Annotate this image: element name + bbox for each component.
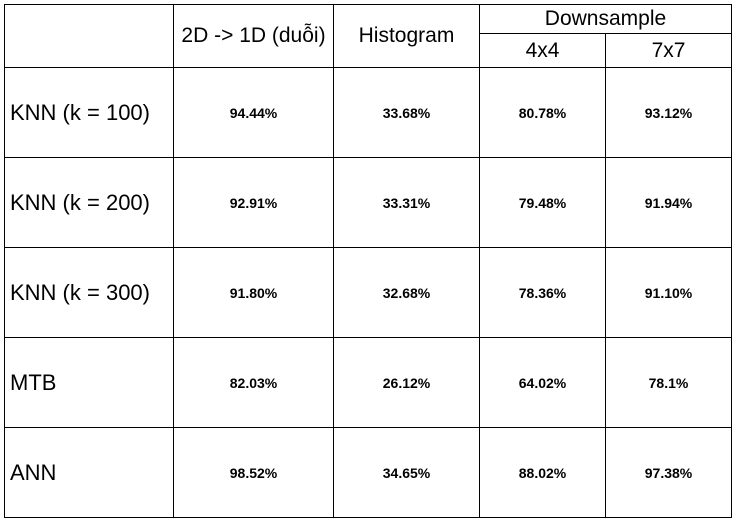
cell-flat: 98.52% <box>173 427 334 518</box>
cell-flat: 91.80% <box>173 247 334 338</box>
row-label: KNN (k = 300) <box>4 247 174 338</box>
header-downsample: Downsample <box>479 4 732 34</box>
cell-flat: 92.91% <box>173 157 334 248</box>
header-4x4: 4x4 <box>479 33 606 68</box>
table-row: KNN (k = 100) 94.44% 33.68% 80.78% 93.12… <box>4 67 732 158</box>
cell-downsample-7x7: 93.12% <box>605 67 732 158</box>
cell-downsample-4x4: 88.02% <box>479 427 606 518</box>
results-table: 2D -> 1D (duỗi) Histogram Downsample 4x4… <box>4 4 732 518</box>
cell-downsample-7x7: 97.38% <box>605 427 732 518</box>
cell-downsample-4x4: 79.48% <box>479 157 606 248</box>
cell-downsample-4x4: 80.78% <box>479 67 606 158</box>
row-label: MTB <box>4 337 174 428</box>
cell-downsample-7x7: 91.94% <box>605 157 732 248</box>
header-row: 2D -> 1D (duỗi) Histogram Downsample <box>4 4 732 68</box>
table-row: KNN (k = 200) 92.91% 33.31% 79.48% 91.94… <box>4 157 732 248</box>
row-label: KNN (k = 100) <box>4 67 174 158</box>
row-label: ANN <box>4 427 174 518</box>
table-row: MTB 82.03% 26.12% 64.02% 78.1% <box>4 337 732 428</box>
header-histogram: Histogram <box>333 4 480 68</box>
subheader-row: 4x4 7x7 <box>5 33 732 68</box>
table-row: KNN (k = 300) 91.80% 32.68% 78.36% 91.10… <box>4 247 732 338</box>
cell-flat: 82.03% <box>173 337 334 428</box>
cell-downsample-7x7: 91.10% <box>605 247 732 338</box>
header-7x7: 7x7 <box>605 33 732 68</box>
cell-downsample-7x7: 78.1% <box>605 337 732 428</box>
header-corner-cell <box>4 4 174 68</box>
cell-histogram: 26.12% <box>333 337 480 428</box>
cell-downsample-4x4: 64.02% <box>479 337 606 428</box>
cell-downsample-4x4: 78.36% <box>479 247 606 338</box>
cell-histogram: 33.68% <box>333 67 480 158</box>
cell-flat: 94.44% <box>173 67 334 158</box>
row-label: KNN (k = 200) <box>4 157 174 248</box>
cell-histogram: 33.31% <box>333 157 480 248</box>
cell-histogram: 34.65% <box>333 427 480 518</box>
header-2d-1d: 2D -> 1D (duỗi) <box>173 4 334 68</box>
table-row: ANN 98.52% 34.65% 88.02% 97.38% <box>4 427 732 518</box>
cell-histogram: 32.68% <box>333 247 480 338</box>
